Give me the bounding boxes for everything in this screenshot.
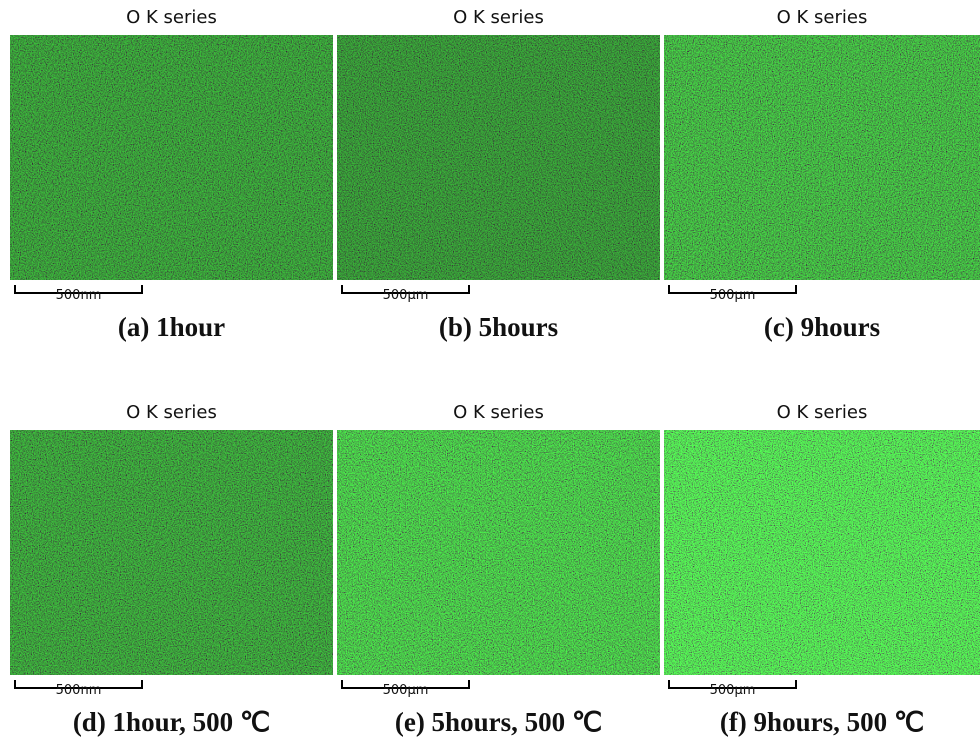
- panel-title: O K series: [337, 402, 660, 423]
- panel-caption: (f) 9hours, 500 ℃: [654, 707, 980, 738]
- scale-label: 500µm: [668, 288, 797, 303]
- element-map: [664, 430, 980, 675]
- element-map: [10, 35, 333, 280]
- scale-label: 500nm: [14, 683, 143, 698]
- panel-caption: (c) 9hours: [654, 312, 980, 343]
- panel-caption: (e) 5hours, 500 ℃: [327, 707, 670, 738]
- scale-label: 500µm: [668, 683, 797, 698]
- panel-title: O K series: [664, 7, 980, 28]
- panel-title: O K series: [10, 402, 333, 423]
- panel-caption: (a) 1hour: [0, 312, 343, 343]
- scale-label: 500µm: [341, 288, 470, 303]
- scale-label: 500µm: [341, 683, 470, 698]
- panel-title: O K series: [337, 7, 660, 28]
- element-map: [337, 35, 660, 280]
- panel-caption: (b) 5hours: [327, 312, 670, 343]
- panel-title: O K series: [10, 7, 333, 28]
- figure: O K series 500nm (a) 1hour O K series 500µm (…: [0, 0, 980, 755]
- element-map: [664, 35, 980, 280]
- panel-caption: (d) 1hour, 500 ℃: [0, 707, 343, 738]
- panel-title: O K series: [664, 402, 980, 423]
- scale-label: 500nm: [14, 288, 143, 303]
- element-map: [10, 430, 333, 675]
- element-map: [337, 430, 660, 675]
